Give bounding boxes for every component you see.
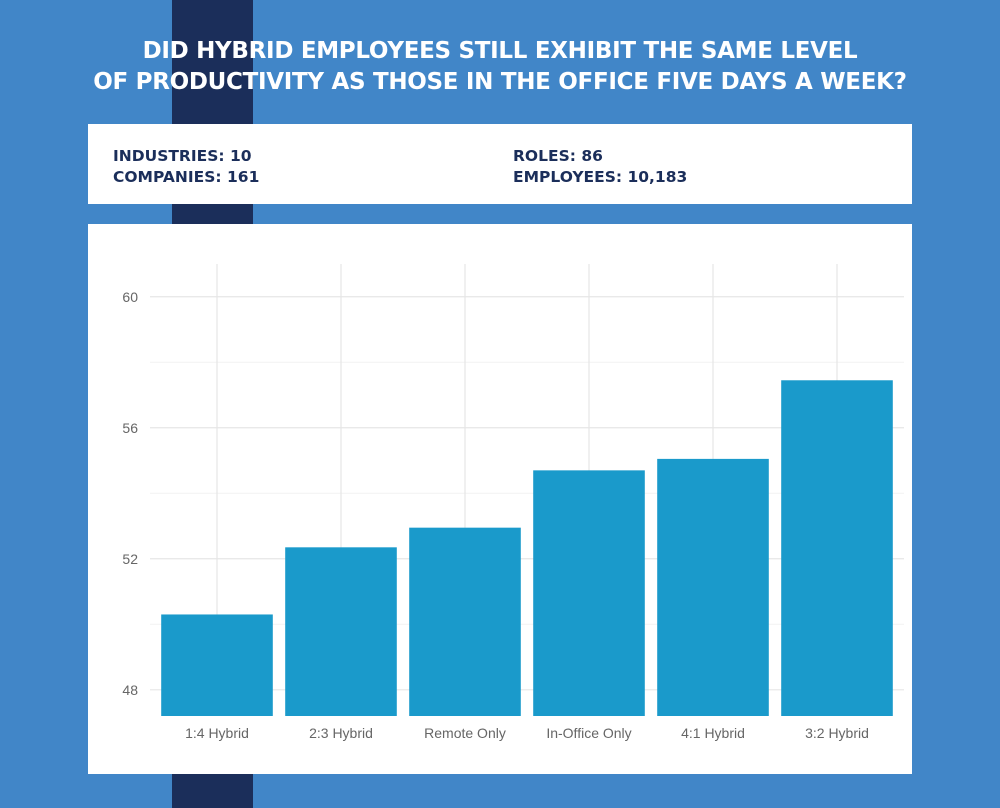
- bar-4-1-hybrid: [657, 458, 769, 716]
- x-tick-label: Remote Only: [424, 725, 506, 741]
- stats-panel: INDUSTRIES: 10 COMPANIES: 161 ROLES: 86 …: [88, 124, 912, 204]
- bar-chart: 48 52 56 60 1:4 Hybrid 2:3 Hybrid Remote Only I…: [122, 264, 904, 741]
- title-line-2: OF PRODUCTIVITY AS THOSE IN THE OFFICE F…: [93, 69, 907, 95]
- x-tick-label: In-Office Only: [546, 725, 631, 741]
- x-tick-label: 1:4 Hybrid: [185, 725, 249, 741]
- y-tick-label: 56: [122, 420, 138, 436]
- title-line-1: DID HYBRID EMPLOYEES STILL EXHIBIT THE S…: [142, 38, 858, 64]
- x-tick-label: 4:1 Hybrid: [681, 725, 745, 741]
- bar-3-2-hybrid: [781, 380, 893, 716]
- y-tick-label: 52: [122, 551, 138, 567]
- bar-1-4-hybrid: [161, 614, 273, 716]
- chart-panel: 48 52 56 60 1:4 Hybrid 2:3 Hybrid Remote Only I…: [88, 224, 912, 774]
- bar-2-3-hybrid: [285, 547, 397, 716]
- x-tick-label: 3:2 Hybrid: [805, 725, 869, 741]
- bar-in-office-only: [533, 470, 645, 716]
- stat-industries: INDUSTRIES: 10: [113, 147, 252, 165]
- stat-companies: COMPANIES: 161: [113, 168, 260, 186]
- y-tick-label: 48: [122, 682, 138, 698]
- x-tick-label: 2:3 Hybrid: [309, 725, 373, 741]
- stat-employees: EMPLOYEES: 10,183: [513, 168, 688, 186]
- page-title: DID HYBRID EMPLOYEES STILL EXHIBIT THE S…: [0, 36, 1000, 98]
- y-tick-label: 60: [122, 289, 138, 305]
- stat-roles: ROLES: 86: [513, 147, 603, 165]
- bar-remote-only: [409, 527, 521, 716]
